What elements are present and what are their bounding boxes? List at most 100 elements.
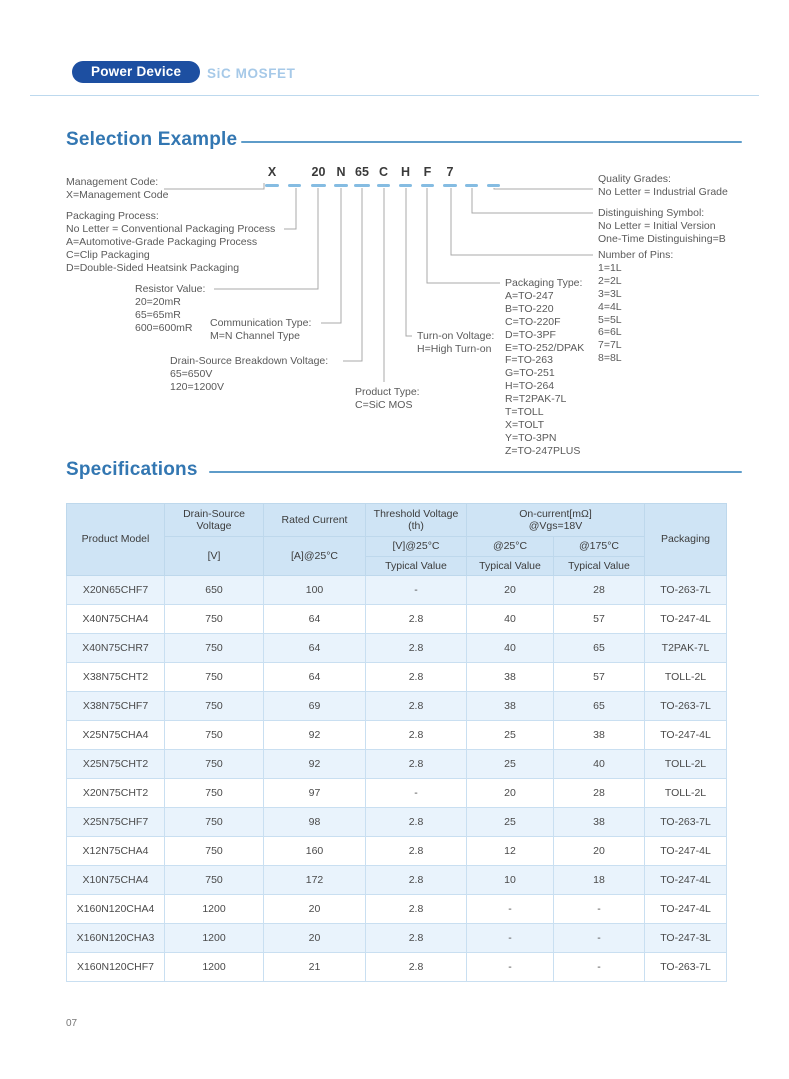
table-cell: 64: [263, 604, 366, 634]
table-cell: 650: [164, 575, 264, 605]
table-cell: 20: [263, 923, 366, 953]
table-cell: TO-247-3L: [644, 923, 727, 953]
table-cell: 64: [263, 662, 366, 692]
col-subheader-at25: @25°C: [466, 536, 554, 557]
table-row: X12N75CHA4 750 160 2.8 12 20 TO-247-4L: [66, 836, 727, 866]
code-char-resistor: 20: [311, 165, 326, 179]
table-cell: 2.8: [365, 633, 467, 663]
label-line: H=TO-264: [505, 380, 555, 393]
label-line: F=TO-263: [505, 354, 553, 367]
label-line: X=TOLT: [505, 418, 545, 431]
table-cell: X40N75CHA4: [66, 604, 165, 634]
table-cell: TO-263-7L: [644, 575, 727, 605]
col-subheader-at175: @175°C: [553, 536, 645, 557]
label-line: Communication Type:: [210, 317, 312, 329]
table-cell: X25N75CHA4: [66, 720, 165, 750]
label-resistor-value: Resistor Value: 20=20mR 65=65mR 600=600mR: [135, 283, 205, 335]
on-current-condition: @Vgs=18V: [528, 520, 583, 532]
label-line: 8=8L: [598, 352, 622, 365]
label-line: 7=7L: [598, 339, 622, 352]
table-cell: 57: [553, 662, 645, 692]
table-cell: 40: [553, 749, 645, 779]
table-cell: 38: [553, 807, 645, 837]
table-cell: -: [365, 778, 467, 808]
table-cell: 65: [553, 633, 645, 663]
table-cell: 25: [466, 720, 554, 750]
label-line: Packaging Process:: [66, 210, 159, 222]
table-cell: X38N75CHT2: [66, 662, 165, 692]
table-cell: 20: [263, 894, 366, 924]
table-cell: TO-247-4L: [644, 836, 727, 866]
label-product-type: Product Type: C=SiC MOS: [355, 386, 420, 412]
specifications-heading-rule: [209, 471, 742, 473]
label-line: D=TO-3PF: [505, 328, 556, 341]
code-underline-tick: [334, 184, 348, 187]
table-cell: X160N120CHA4: [66, 894, 165, 924]
col-header-packaging: Packaging: [644, 503, 727, 576]
table-cell: 25: [466, 807, 554, 837]
table-cell: 2.8: [365, 604, 467, 634]
power-device-badge: Power Device: [72, 61, 201, 83]
table-cell: -: [466, 923, 554, 953]
specifications-table: Product Model Drain-Source Voltage Rated…: [66, 503, 727, 982]
code-char-channel: N: [336, 165, 346, 179]
label-line: R=T2PAK-7L: [505, 393, 567, 406]
selection-heading-rule: [241, 141, 742, 143]
col-subheader-typical-vth: Typical Value: [365, 556, 467, 576]
col-header-product-model: Product Model: [66, 503, 165, 576]
table-cell: 64: [263, 633, 366, 663]
table-row: X25N75CHA4 750 92 2.8 25 38 TO-247-4L: [66, 720, 727, 750]
spec-table-head: Product Model Drain-Source Voltage Rated…: [66, 503, 727, 576]
table-cell: 2.8: [365, 836, 467, 866]
table-cell: 25: [466, 749, 554, 779]
label-line: One-Time Distinguishing=B: [598, 232, 726, 245]
table-cell: 92: [263, 749, 366, 779]
table-cell: 1200: [164, 952, 264, 982]
code-char-package: F: [423, 165, 432, 179]
label-line: 600=600mR: [135, 321, 193, 334]
code-char-product: C: [378, 165, 389, 179]
table-cell: X25N75CHT2: [66, 749, 165, 779]
label-line: Number of Pins:: [598, 249, 674, 261]
table-row: X160N120CHF7 1200 21 2.8- - TO-263-7L: [66, 952, 727, 982]
table-row: X20N65CHF7 650 100-20 28 TO-263-7L: [66, 575, 727, 605]
col-subheader-dsv-unit: [V]: [164, 536, 264, 576]
col-subheader-typical-25: Typical Value: [466, 556, 554, 576]
on-current-title: On-current[mΩ]: [519, 507, 592, 520]
label-turn-on-voltage: Turn-on Voltage: H=High Turn-on: [417, 330, 494, 356]
table-cell: 65: [553, 691, 645, 721]
label-line: H=High Turn-on: [417, 342, 492, 355]
spec-table-body: X20N65CHF7 650 100-20 28 TO-263-7L X40N75CHA4…: [66, 575, 727, 982]
table-cell: 750: [164, 604, 264, 634]
code-char-pins: 7: [446, 165, 454, 179]
label-packaging-process: Packaging Process: No Letter = Convention…: [66, 210, 275, 275]
label-breakdown-voltage: Drain-Source Breakdown Voltage: 65=650V 12…: [170, 355, 328, 394]
label-line: D=Double-Sided Heatsink Packaging: [66, 261, 240, 274]
code-char-turnon: H: [400, 165, 411, 179]
table-cell: -: [553, 952, 645, 982]
col-header-threshold: Threshold Voltage (th): [365, 503, 467, 537]
table-cell: X25N75CHF7: [66, 807, 165, 837]
label-line: M=N Channel Type: [210, 329, 300, 342]
table-cell: 18: [553, 865, 645, 895]
table-cell: TO-247-4L: [644, 894, 727, 924]
table-cell: 750: [164, 807, 264, 837]
code-underline-tick: [421, 184, 434, 187]
table-row: X20N75CHT2 750 97-20 28 TOLL-2L: [66, 778, 727, 808]
table-row: X40N75CHR7 750 64 2.8 40 65 T2PAK-7L: [66, 633, 727, 663]
table-cell: 2.8: [365, 894, 467, 924]
table-cell: X20N75CHT2: [66, 778, 165, 808]
table-cell: 750: [164, 633, 264, 663]
table-cell: 2.8: [365, 865, 467, 895]
table-cell: 20: [553, 836, 645, 866]
table-cell: 28: [553, 575, 645, 605]
label-line: 5=5L: [598, 313, 622, 326]
table-cell: 40: [466, 604, 554, 634]
col-subheader-rated-unit: [A]@25°C: [263, 536, 366, 576]
table-cell: 57: [553, 604, 645, 634]
table-row: X38N75CHF7 750 69 2.8 38 65 TO-263-7L: [66, 691, 727, 721]
label-line: 65=650V: [170, 367, 213, 380]
selection-example-heading: Selection Example: [66, 129, 238, 150]
table-cell: -: [365, 575, 467, 605]
table-cell: 38: [553, 720, 645, 750]
